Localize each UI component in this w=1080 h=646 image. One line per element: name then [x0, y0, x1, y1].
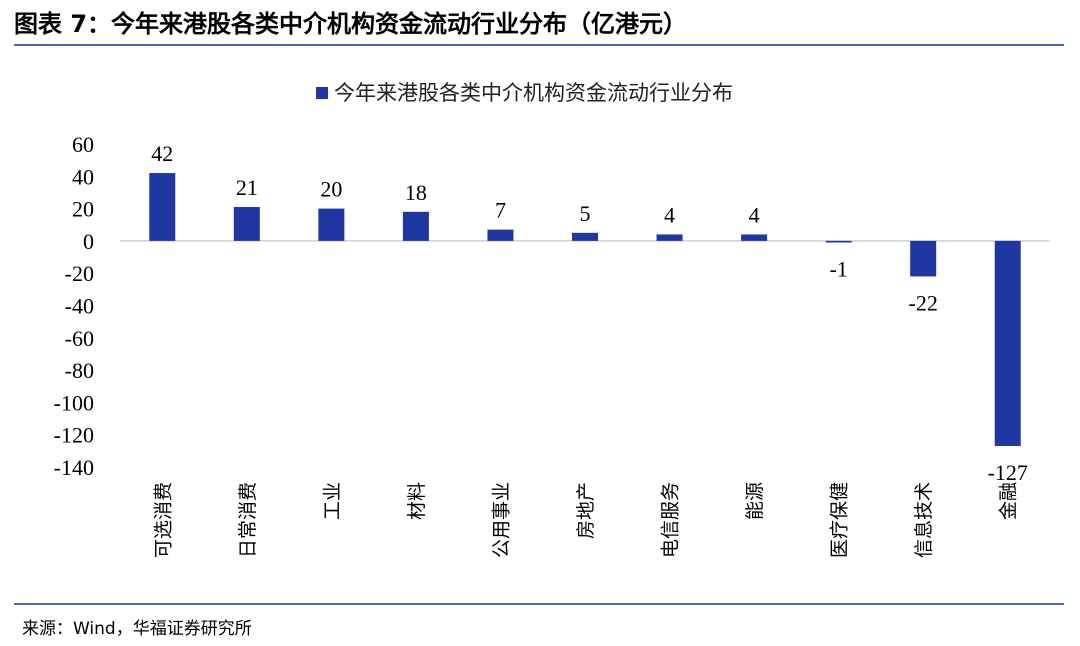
data-label: 20: [320, 177, 342, 202]
y-tick-label: 20: [72, 197, 94, 222]
y-tick-label: -120: [54, 423, 94, 448]
bar: [318, 208, 345, 241]
data-label: -22: [909, 290, 938, 315]
y-tick-label: -20: [65, 261, 94, 286]
x-category-label: 材料: [406, 482, 428, 520]
y-tick-label: 60: [72, 132, 94, 157]
bar: [910, 240, 937, 277]
x-category-label: 可选消费: [152, 482, 174, 558]
legend: 今年来港股各类中介机构资金流动行业分布: [316, 81, 733, 105]
data-label: 18: [405, 180, 427, 205]
x-category-label: 工业: [321, 482, 343, 520]
y-axis: 60 40 20 0 -20 -40 -60 -80 -100 -120 -140: [54, 132, 94, 480]
bar: [402, 211, 429, 241]
bar: [741, 234, 768, 241]
y-tick-label: -60: [65, 326, 94, 351]
bar: [825, 240, 852, 243]
bottom-rule: [14, 603, 1064, 605]
x-category-label: 医疗保健: [829, 482, 851, 558]
y-tick-label: 0: [83, 229, 94, 254]
y-tick-label: -140: [54, 455, 94, 480]
x-category-label: 公用事业: [490, 482, 512, 558]
bar: [994, 240, 1021, 447]
data-label: 4: [749, 202, 760, 227]
figure-title: 图表 7：今年来港股各类中介机构资金流动行业分布（亿港元）: [14, 10, 688, 38]
bars: [149, 173, 1021, 447]
y-tick-label: -80: [65, 358, 94, 383]
x-category-label: 信息技术: [913, 482, 935, 558]
x-category-label: 能源: [744, 482, 766, 520]
y-tick-label: 40: [72, 164, 94, 189]
bar: [149, 173, 176, 241]
bar: [487, 229, 514, 241]
data-label: 21: [236, 175, 258, 200]
bar: [233, 206, 260, 241]
x-category-label: 日常消费: [237, 482, 259, 558]
data-label: 4: [664, 202, 675, 227]
x-category-label: 电信服务: [660, 482, 682, 558]
data-label: 42: [151, 141, 173, 166]
data-labels: 42 21 20 18 7 5 4 4 -1 -22 -127: [151, 141, 1028, 485]
legend-label: 今年来港股各类中介机构资金流动行业分布: [334, 81, 733, 105]
y-tick-label: -100: [54, 390, 94, 415]
y-tick-label: -40: [65, 294, 94, 319]
data-label: -1: [829, 257, 847, 282]
x-category-label: 房地产: [575, 482, 597, 539]
data-label: 5: [580, 201, 591, 226]
bar-chart: 今年来港股各类中介机构资金流动行业分布 60 40 20 0 -20 -40 -60 -80 -…: [54, 81, 1050, 558]
top-rule: [14, 44, 1064, 46]
x-axis: 可选消费 日常消费 工业 材料 公用事业 房地产 电信服务 能源 医疗保健 信息技术 金融: [152, 482, 1019, 558]
data-label: 7: [495, 198, 506, 223]
x-category-label: 金融: [998, 482, 1020, 520]
source-note: 来源：Wind，华福证券研究所: [22, 619, 252, 639]
legend-swatch: [316, 87, 328, 99]
bar: [572, 232, 598, 241]
data-label: -127: [988, 460, 1028, 485]
bar: [656, 234, 683, 241]
